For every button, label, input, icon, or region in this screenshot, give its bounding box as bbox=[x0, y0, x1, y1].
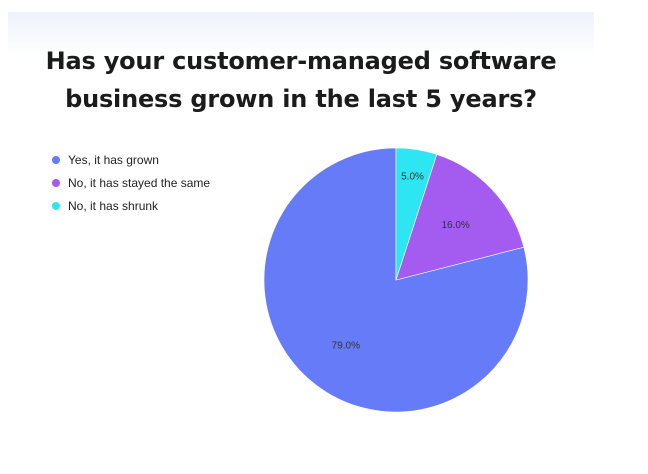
legend-item-same: No, it has stayed the same bbox=[52, 171, 210, 194]
pie-slice-same bbox=[395, 154, 525, 281]
pie-label-same: 16.0% bbox=[441, 220, 469, 231]
pie-label-shrunk: 5.0% bbox=[401, 172, 424, 183]
chart-legend: Yes, it has grown No, it has stayed the … bbox=[52, 148, 210, 217]
legend-swatch-grown bbox=[52, 155, 60, 164]
legend-item-shrunk: No, it has shrunk bbox=[52, 194, 210, 217]
legend-swatch-same bbox=[52, 178, 60, 187]
legend-label-same: No, it has stayed the same bbox=[68, 175, 211, 190]
pie-label-grown: 79.0% bbox=[332, 341, 360, 352]
chart-title-line-1: Has your customer-managed software bbox=[45, 47, 557, 75]
chart-title: Has your customer-managed software busin… bbox=[8, 42, 594, 118]
legend-label-shrunk: No, it has shrunk bbox=[68, 198, 159, 213]
legend-label-grown: Yes, it has grown bbox=[68, 152, 159, 167]
legend-swatch-shrunk bbox=[52, 201, 60, 210]
legend-item-grown: Yes, it has grown bbox=[52, 148, 210, 171]
pie-slice-shrunk bbox=[395, 147, 438, 281]
chart-title-line-2: business grown in the last 5 years? bbox=[65, 85, 537, 113]
